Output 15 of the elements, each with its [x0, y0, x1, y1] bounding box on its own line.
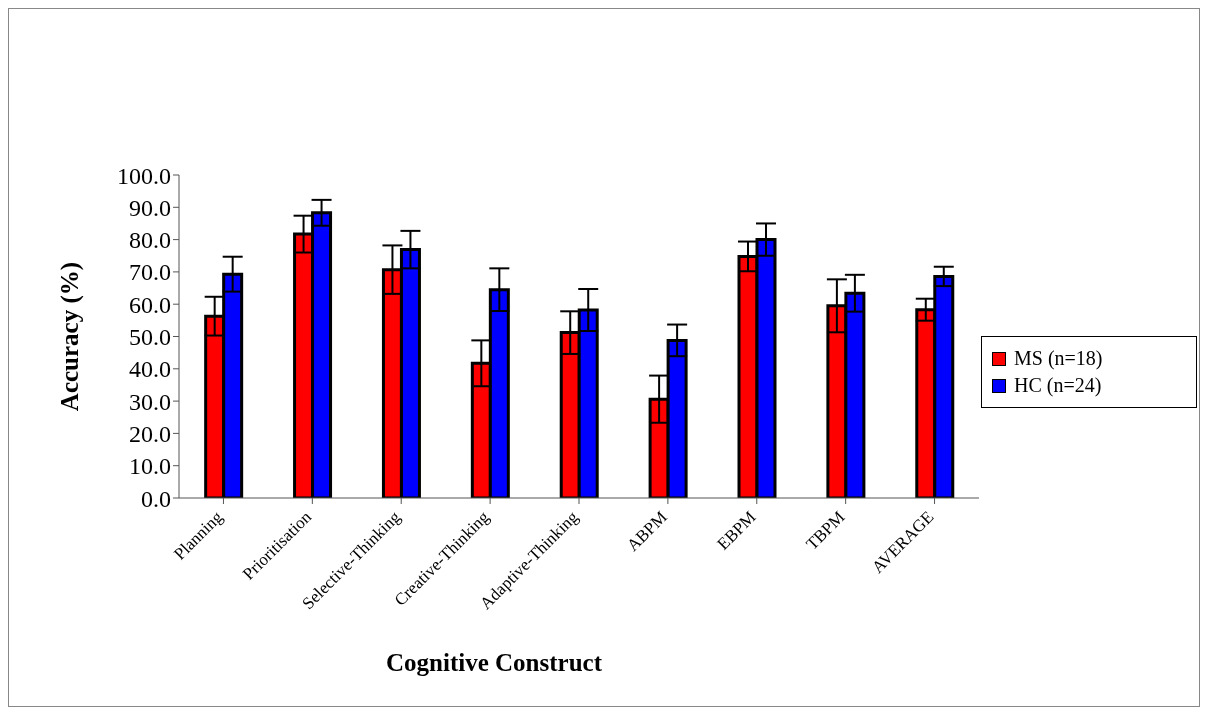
y-tick-label: 30.0	[129, 388, 171, 415]
y-tick-label: 20.0	[129, 420, 171, 447]
y-tick-label: 10.0	[129, 453, 171, 480]
y-tick-label: 50.0	[129, 324, 171, 351]
legend-label: HC (n=24)	[1014, 374, 1102, 397]
x-axis-title: Cognitive Construct	[385, 649, 603, 677]
y-tick-label: 90.0	[129, 194, 171, 221]
y-tick-label: 60.0	[129, 291, 171, 318]
y-tick-label: 40.0	[129, 356, 171, 383]
y-tick-label: 80.0	[129, 227, 171, 254]
y-tick-label: 100.0	[117, 162, 171, 189]
y-tick-label: 0.0	[141, 485, 171, 512]
y-axis-title: Accuracy (%)	[55, 261, 84, 412]
legend-label: MS (n=18)	[1014, 347, 1103, 370]
y-tick-label: 70.0	[129, 259, 171, 286]
